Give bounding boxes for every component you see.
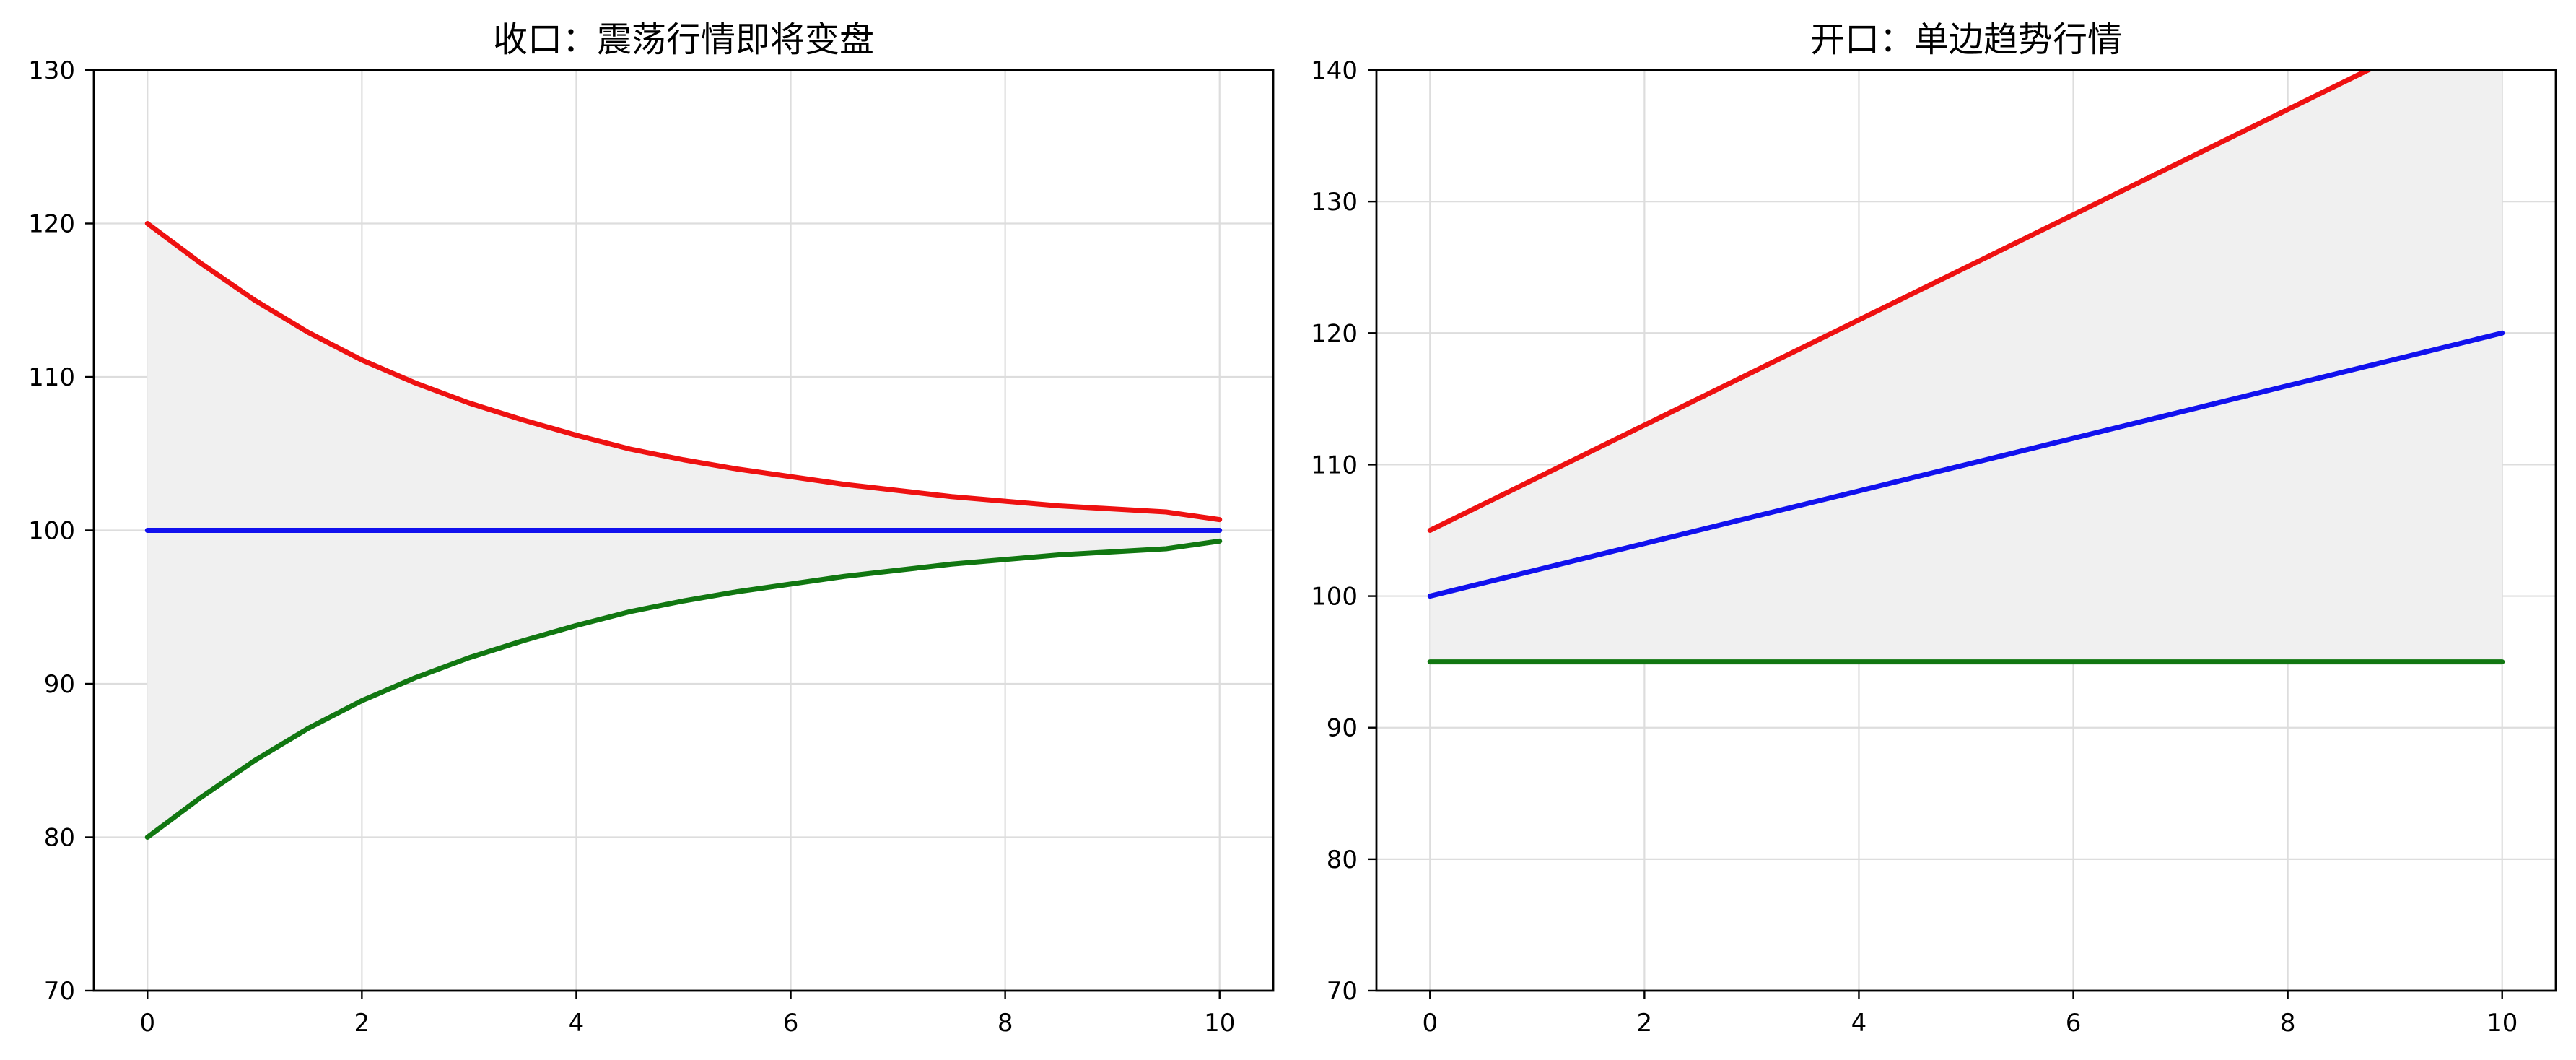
x-tick-label: 10 (1204, 1009, 1235, 1038)
y-tick-label: 70 (1327, 977, 1358, 1006)
y-tick-label: 120 (1311, 319, 1358, 348)
y-tick-label: 100 (1311, 583, 1358, 612)
y-tick-label: 120 (28, 210, 75, 239)
y-tick-label: 130 (1311, 188, 1358, 217)
y-tick-label: 140 (1311, 56, 1358, 85)
x-tick-label: 0 (1422, 1009, 1438, 1038)
y-tick-label: 110 (28, 363, 75, 392)
x-tick-label: 0 (139, 1009, 155, 1038)
upper-band-line (1427, 70, 2374, 533)
x-tick-label: 2 (1637, 1009, 1653, 1038)
left-chart-panel: 0 2 4 6 8 10 70 80 90 100 110 120 130 收口：震荡行情即将变盘 (28, 19, 1275, 1038)
x-tick-label: 4 (1851, 1009, 1867, 1038)
y-tick-label: 90 (1327, 714, 1358, 743)
chart-title: 收口：震荡行情即将变盘 (493, 19, 874, 60)
x-tick-label: 10 (2487, 1009, 2518, 1038)
chart-title: 开口：单边趋势行情 (1810, 19, 2122, 60)
lower-band-line (144, 538, 1223, 840)
plot-frame (1375, 69, 2557, 992)
y-tick-label: 100 (28, 517, 75, 546)
right-chart-panel: 0 2 4 6 8 10 70 80 90 100 110 120 130 140 开口：单边趋势行情 (1311, 19, 2557, 1038)
x-tick-label: 6 (2066, 1009, 2082, 1038)
band-fill-area (1430, 70, 2502, 662)
x-tick-label: 6 (783, 1009, 799, 1038)
x-tick-label: 8 (997, 1009, 1013, 1038)
y-tick-label: 130 (28, 56, 75, 85)
y-tick-label: 80 (1327, 846, 1358, 874)
y-tick-label: 110 (1311, 451, 1358, 479)
y-tick-label: 80 (44, 824, 75, 853)
x-tick-label: 4 (569, 1009, 585, 1038)
x-tick-label: 2 (354, 1009, 370, 1038)
y-tick-label: 70 (44, 977, 75, 1006)
x-tick-label: 8 (2280, 1009, 2296, 1038)
upper-band-line (144, 221, 1223, 523)
middle-band-line (1427, 330, 2505, 599)
y-tick-label: 90 (44, 670, 75, 699)
